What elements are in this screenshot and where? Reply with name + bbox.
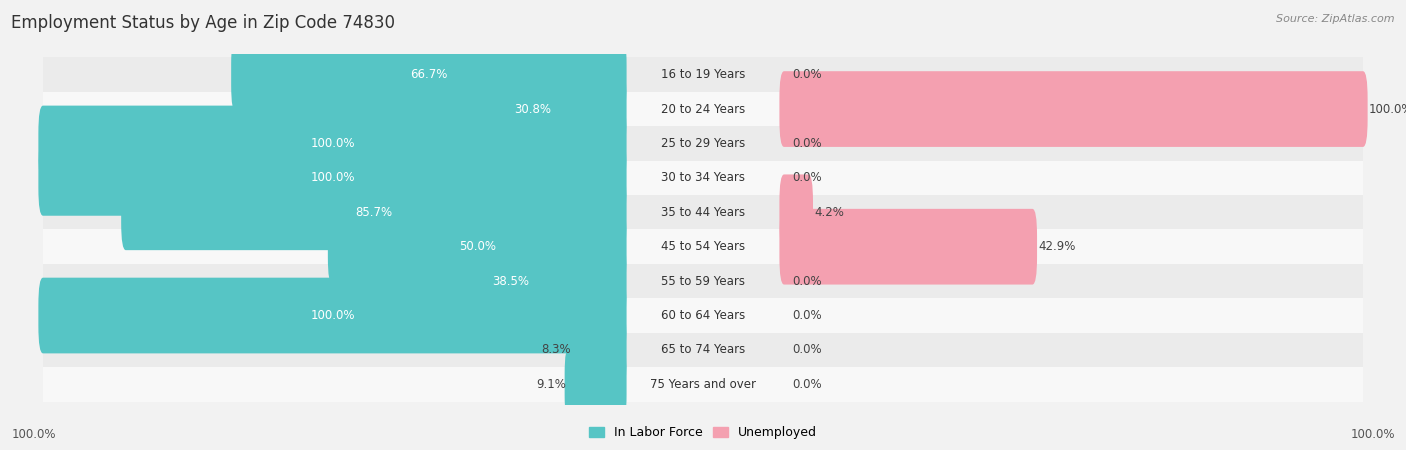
Text: 85.7%: 85.7% xyxy=(356,206,392,219)
Text: 0.0%: 0.0% xyxy=(793,309,823,322)
FancyBboxPatch shape xyxy=(38,140,627,216)
Text: 50.0%: 50.0% xyxy=(458,240,496,253)
Bar xyxy=(44,195,1362,230)
Text: 38.5%: 38.5% xyxy=(492,274,529,288)
Text: 0.0%: 0.0% xyxy=(793,378,823,391)
FancyBboxPatch shape xyxy=(395,243,627,319)
Text: 35 to 44 Years: 35 to 44 Years xyxy=(661,206,745,219)
Text: 20 to 24 Years: 20 to 24 Years xyxy=(661,103,745,116)
Bar xyxy=(44,230,1362,264)
FancyBboxPatch shape xyxy=(38,278,627,353)
FancyBboxPatch shape xyxy=(779,209,1038,284)
FancyBboxPatch shape xyxy=(38,106,627,181)
FancyBboxPatch shape xyxy=(439,71,627,147)
Text: 25 to 29 Years: 25 to 29 Years xyxy=(661,137,745,150)
FancyBboxPatch shape xyxy=(779,175,813,250)
Text: 55 to 59 Years: 55 to 59 Years xyxy=(661,274,745,288)
Text: 16 to 19 Years: 16 to 19 Years xyxy=(661,68,745,81)
Text: 9.1%: 9.1% xyxy=(537,378,567,391)
Text: 0.0%: 0.0% xyxy=(793,68,823,81)
Text: 0.0%: 0.0% xyxy=(793,137,823,150)
Bar xyxy=(44,333,1362,367)
FancyBboxPatch shape xyxy=(231,37,627,112)
Bar xyxy=(44,58,1362,92)
Text: 42.9%: 42.9% xyxy=(1038,240,1076,253)
Bar xyxy=(44,92,1362,126)
Legend: In Labor Force, Unemployed: In Labor Force, Unemployed xyxy=(583,421,823,445)
FancyBboxPatch shape xyxy=(565,346,627,422)
Bar xyxy=(44,367,1362,401)
Text: Employment Status by Age in Zip Code 74830: Employment Status by Age in Zip Code 748… xyxy=(11,14,395,32)
Text: 4.2%: 4.2% xyxy=(814,206,844,219)
Text: Source: ZipAtlas.com: Source: ZipAtlas.com xyxy=(1277,14,1395,23)
FancyBboxPatch shape xyxy=(328,209,627,284)
Text: 30.8%: 30.8% xyxy=(515,103,551,116)
Text: 8.3%: 8.3% xyxy=(541,343,571,356)
Text: 0.0%: 0.0% xyxy=(793,274,823,288)
Text: 100.0%: 100.0% xyxy=(11,428,56,441)
Bar xyxy=(44,264,1362,298)
Text: 100.0%: 100.0% xyxy=(1350,428,1395,441)
Text: 75 Years and over: 75 Years and over xyxy=(650,378,756,391)
Text: 45 to 54 Years: 45 to 54 Years xyxy=(661,240,745,253)
Bar xyxy=(44,161,1362,195)
Text: 100.0%: 100.0% xyxy=(311,137,354,150)
Text: 100.0%: 100.0% xyxy=(311,309,354,322)
FancyBboxPatch shape xyxy=(121,175,627,250)
Bar xyxy=(44,298,1362,333)
Text: 0.0%: 0.0% xyxy=(793,171,823,184)
Text: 66.7%: 66.7% xyxy=(411,68,447,81)
Text: 0.0%: 0.0% xyxy=(793,343,823,356)
Text: 60 to 64 Years: 60 to 64 Years xyxy=(661,309,745,322)
Text: 100.0%: 100.0% xyxy=(1369,103,1406,116)
Text: 30 to 34 Years: 30 to 34 Years xyxy=(661,171,745,184)
FancyBboxPatch shape xyxy=(779,71,1368,147)
FancyBboxPatch shape xyxy=(569,312,627,388)
Text: 100.0%: 100.0% xyxy=(311,171,354,184)
Bar xyxy=(44,126,1362,161)
Text: 65 to 74 Years: 65 to 74 Years xyxy=(661,343,745,356)
